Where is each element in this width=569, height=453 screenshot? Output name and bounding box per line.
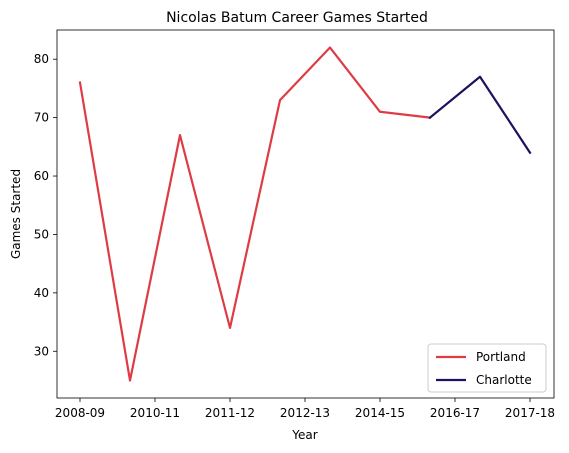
series-layer (78, 46, 532, 382)
series-line-charlotte (428, 75, 532, 155)
x-tick-label: 2012-13 (280, 406, 330, 420)
x-tick-label: 2016-17 (430, 406, 480, 420)
y-tick-label: 80 (34, 52, 49, 66)
x-tick-label: 2008-09 (55, 406, 105, 420)
chart-title: Nicolas Batum Career Games Started (166, 10, 428, 26)
x-tick-label: 2017-18 (505, 406, 555, 420)
legend: Portland Charlotte (427, 343, 547, 393)
y-tick-label: 50 (34, 227, 49, 241)
y-axis-label: Games Started (9, 169, 23, 259)
plot-frame (56, 29, 555, 399)
x-tick-label: 2011-12 (205, 406, 255, 420)
legend-label-charlotte: Charlotte (476, 373, 532, 387)
y-tick-label: 70 (34, 111, 49, 125)
x-axis-label: Year (291, 428, 317, 442)
y-tick-label: 60 (34, 169, 49, 183)
series-line-portland (78, 46, 432, 382)
legend-label-portland: Portland (476, 350, 526, 364)
y-tick-label: 30 (34, 344, 49, 358)
x-axis-ticks: 2008-09 2010-11 2011-12 2012-13 2014-15 2016-… (55, 398, 555, 420)
x-tick-label: 2014-15 (355, 406, 405, 420)
y-tick-label: 40 (34, 286, 49, 300)
y-axis-ticks: 30 40 50 60 70 80 (34, 52, 57, 358)
plot-area (57, 30, 554, 398)
x-tick-label: 2010-11 (130, 406, 180, 420)
